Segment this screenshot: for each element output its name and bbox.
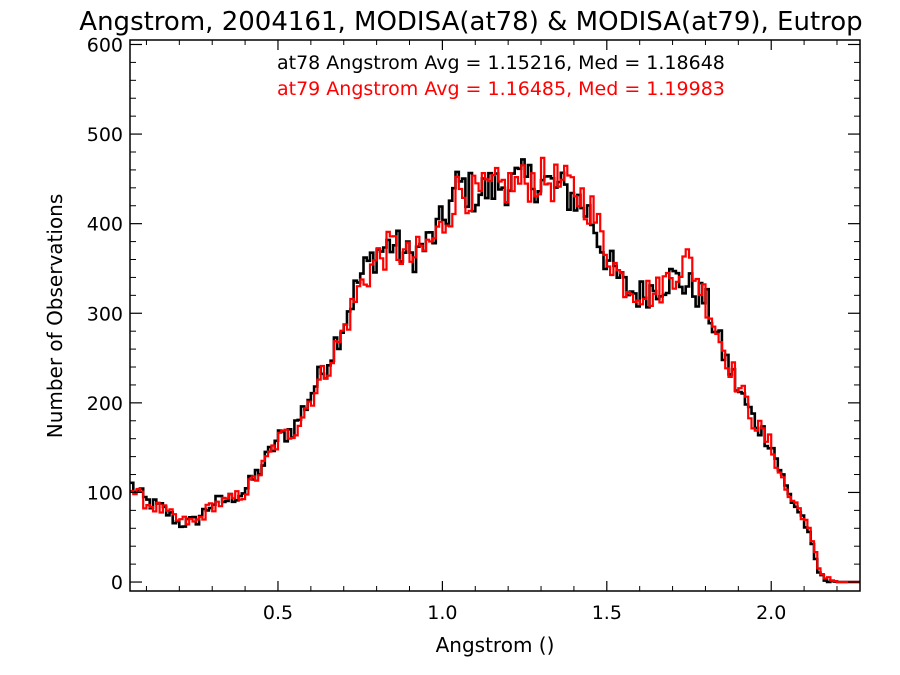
- y-tick-label: 200: [87, 393, 123, 415]
- x-tick-label: 2.0: [756, 602, 786, 624]
- x-tick-label: 1.5: [592, 602, 622, 624]
- y-tick-label: 0: [111, 572, 123, 594]
- x-tick-label: 1.0: [427, 602, 457, 624]
- series-layer: [130, 156, 860, 584]
- series-line-at79: [130, 156, 860, 584]
- y-tick-label: 600: [87, 34, 123, 56]
- legend-annotation-at78: at78 Angstrom Avg = 1.15216, Med = 1.186…: [277, 52, 725, 74]
- y-tick-label: 300: [87, 303, 123, 325]
- y-tick-label: 400: [87, 214, 123, 236]
- y-tick-label: 100: [87, 482, 123, 504]
- x-tick-label: 0.5: [263, 602, 293, 624]
- x-axis-label: Angstrom (): [436, 633, 555, 657]
- plot-frame: [129, 39, 861, 592]
- series-line-at78: [130, 158, 860, 584]
- chart-title: Angstrom, 2004161, MODISA(at78) & MODISA…: [79, 7, 862, 37]
- axis-layer: 0.5 1.0 1.5 2.0 0 100 200 300 400 500 600: [87, 34, 860, 624]
- legend-annotation-at79: at79 Angstrom Avg = 1.16485, Med = 1.199…: [277, 78, 725, 100]
- y-tick-label: 500: [87, 124, 123, 146]
- y-axis-label: Number of Observations: [43, 194, 67, 439]
